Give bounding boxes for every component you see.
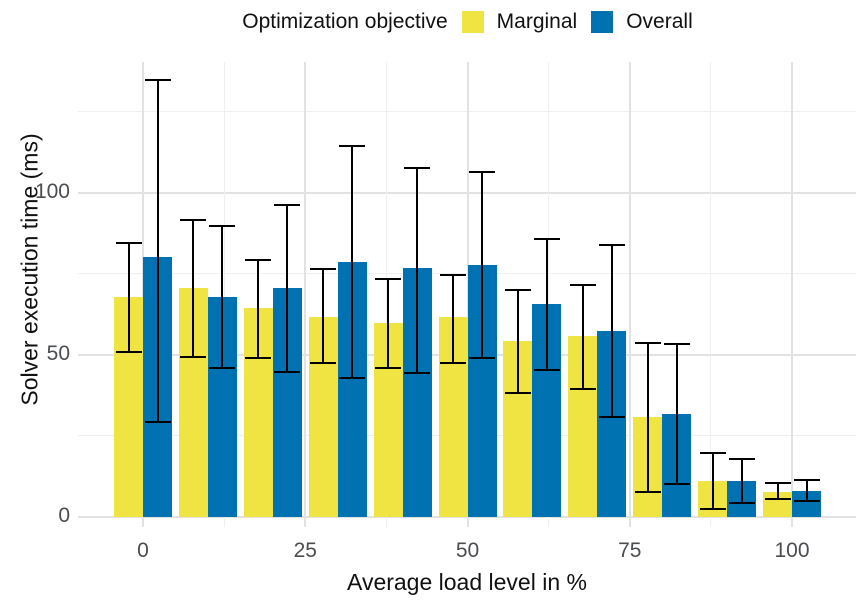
x-gridline-minor: [710, 62, 712, 527]
error-bar-cap: [209, 224, 236, 227]
legend-item-marginal: Marginal: [461, 10, 578, 34]
error-bar-cap: [533, 368, 560, 371]
error-bar-marginal: [192, 219, 195, 357]
error-bar-marginal: [322, 269, 325, 363]
error-bar-cap: [245, 356, 272, 359]
error-bar-cap: [533, 238, 560, 241]
x-gridline-minor: [223, 62, 225, 527]
error-bar-cap: [569, 283, 596, 286]
error-bar-cap: [569, 387, 596, 390]
legend-swatch-marginal-icon: [461, 11, 484, 33]
error-bar-cap: [274, 203, 301, 206]
error-bar-marginal: [776, 483, 779, 499]
error-bar-cap: [504, 288, 531, 291]
error-bar-cap: [375, 278, 402, 281]
error-bar-overall: [610, 244, 613, 417]
x-tick-label: 50: [455, 539, 480, 562]
error-bar-cap: [144, 420, 171, 423]
error-bar-cap: [404, 166, 431, 169]
error-bar-cap: [245, 259, 272, 261]
legend: Optimization objective Marginal Overall: [0, 10, 861, 34]
y-axis-title: Solver execution time (ms): [16, 133, 43, 406]
x-tick-label: 75: [618, 539, 642, 562]
error-bar-cap: [699, 451, 726, 454]
error-bar-overall: [805, 480, 808, 502]
error-bar-cap: [180, 355, 207, 358]
error-bar-cap: [728, 501, 755, 504]
error-bar-cap: [699, 507, 726, 510]
plot-panel: [78, 62, 856, 527]
error-bar-cap: [310, 361, 337, 364]
error-bar-cap: [404, 371, 431, 374]
error-bar-cap: [634, 490, 661, 493]
error-bar-cap: [663, 342, 690, 345]
legend-item-overall: Overall: [591, 10, 693, 34]
error-bar-cap: [469, 170, 495, 173]
legend-label-marginal: Marginal: [496, 10, 578, 33]
error-bar-overall: [351, 145, 354, 379]
x-gridline-major: [791, 62, 793, 527]
y-tick-label: 0: [58, 504, 70, 527]
x-gridline-minor: [385, 62, 387, 527]
error-bar-cap: [339, 377, 366, 380]
error-bar-cap: [144, 79, 171, 82]
y-tick-label: 50: [46, 341, 70, 365]
error-bar-cap: [728, 458, 755, 461]
error-bar-marginal: [257, 260, 260, 358]
error-bar-overall: [416, 167, 419, 373]
error-bar-overall: [481, 171, 483, 359]
x-axis-title: Average load level in %: [347, 569, 587, 595]
x-tick-label: 25: [293, 539, 317, 562]
error-bar-cap: [793, 479, 820, 482]
error-bar-cap: [115, 241, 142, 244]
x-gridline-major: [304, 62, 307, 527]
error-bar-marginal: [452, 274, 454, 363]
legend-label-overall: Overall: [626, 10, 693, 33]
error-bar-cap: [598, 415, 625, 418]
error-bar-cap: [440, 273, 466, 276]
error-bar-marginal: [646, 342, 649, 492]
x-tick-label: 100: [774, 539, 810, 562]
error-bar-marginal: [711, 452, 714, 509]
legend-swatch-overall-icon: [591, 11, 614, 33]
error-bar-overall: [221, 225, 224, 369]
error-bar-cap: [764, 482, 791, 485]
error-bar-overall: [156, 80, 159, 422]
error-bar-cap: [504, 391, 531, 394]
error-bar-cap: [440, 361, 466, 364]
error-bar-cap: [469, 357, 495, 360]
x-tick-label: 0: [137, 539, 149, 562]
error-bar-cap: [375, 367, 402, 370]
error-bar-cap: [339, 144, 366, 147]
error-bar-overall: [675, 343, 678, 485]
error-bar-marginal: [127, 242, 130, 353]
error-bar-cap: [764, 497, 791, 500]
error-bar-cap: [663, 483, 690, 486]
error-bar-cap: [180, 218, 207, 221]
error-bar-overall: [545, 239, 548, 370]
x-gridline-major: [628, 62, 631, 527]
error-bar-marginal: [516, 289, 519, 393]
y-tick-label: 100: [34, 179, 70, 203]
error-bar-cap: [115, 351, 142, 354]
error-bar-overall: [740, 459, 743, 503]
error-bar-overall: [286, 204, 289, 373]
x-gridline-minor: [548, 62, 550, 527]
error-bar-marginal: [581, 284, 584, 389]
error-bar-cap: [793, 500, 820, 503]
error-bar-cap: [274, 371, 301, 374]
error-bar-cap: [634, 341, 661, 344]
error-bar-cap: [598, 243, 625, 246]
error-bar-cap: [209, 367, 236, 370]
legend-title: Optimization objective: [242, 10, 448, 33]
error-bar-cap: [310, 268, 337, 271]
error-bar-marginal: [387, 279, 390, 369]
